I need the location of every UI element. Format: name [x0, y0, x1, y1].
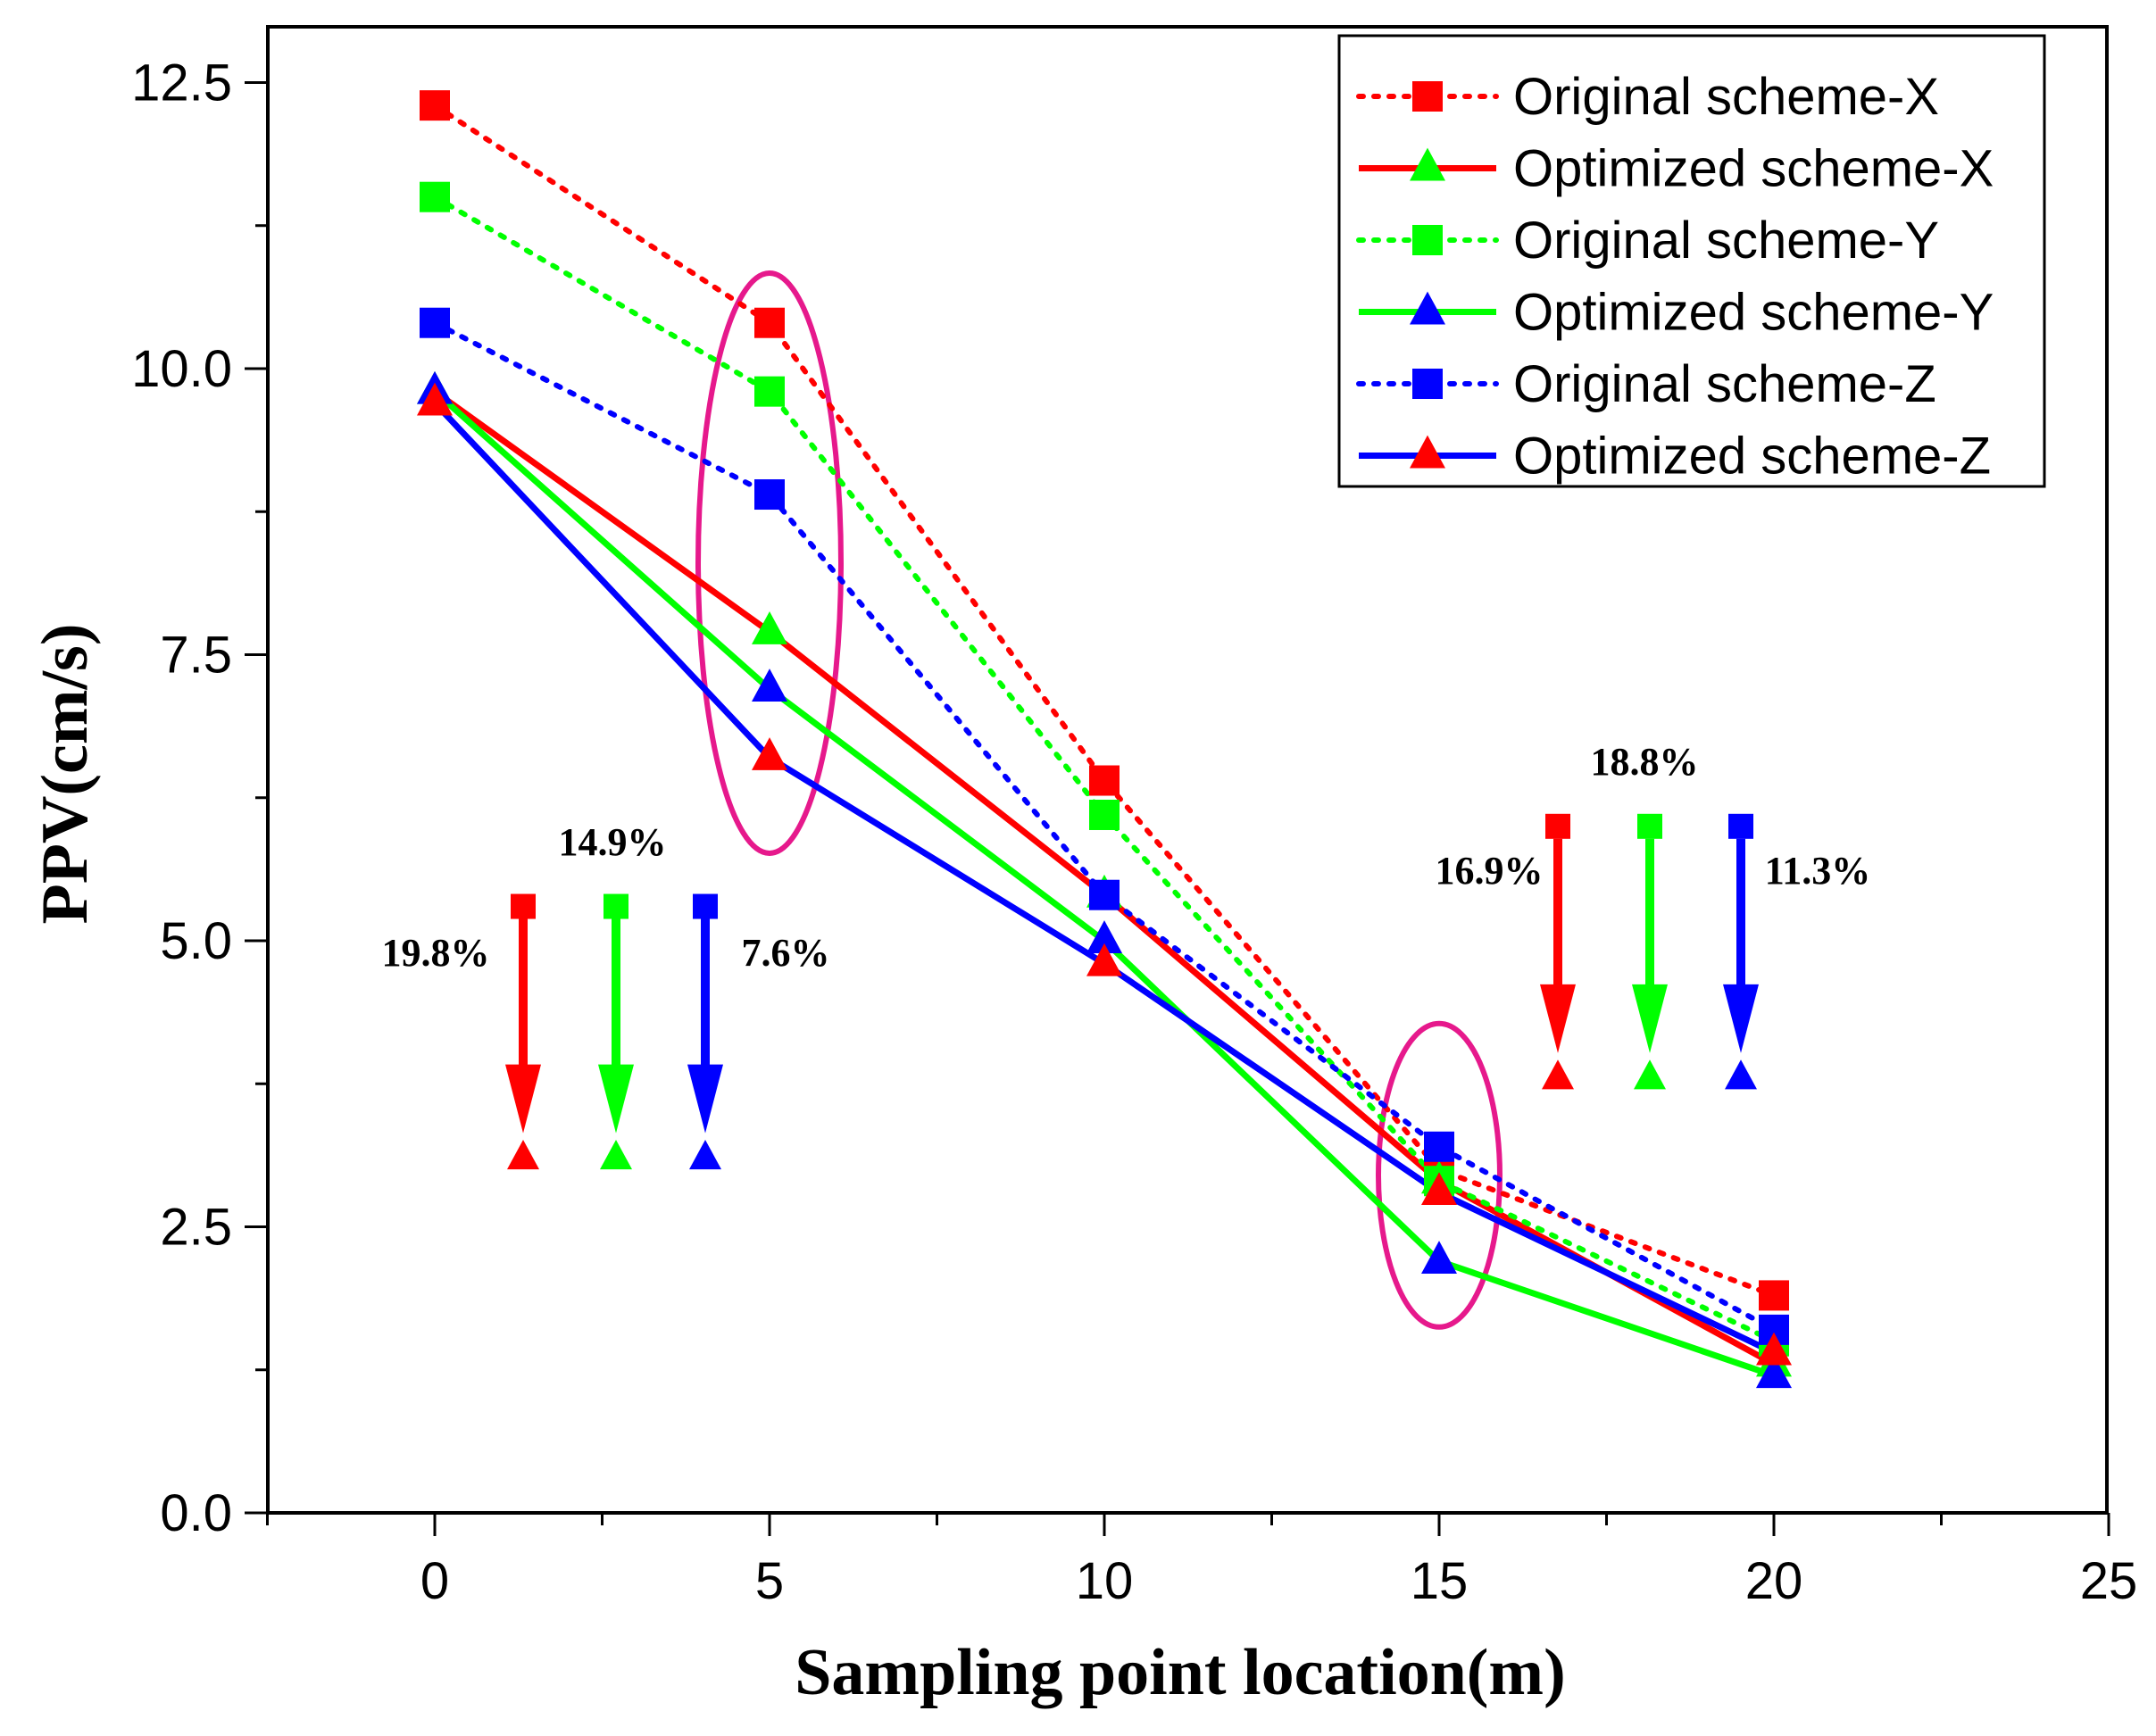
data-point-triangle — [1756, 1355, 1792, 1389]
legend-marker-triangle — [1410, 435, 1445, 469]
data-point-square — [1089, 765, 1120, 796]
series-line — [432, 103, 1777, 1299]
data-point-square — [420, 90, 450, 121]
legend-label: Original scheme-Z — [1513, 355, 1936, 413]
arrow-start-square — [693, 893, 718, 919]
legend-marker-triangle — [1410, 291, 1445, 325]
legend-marker-triangle — [1410, 147, 1445, 181]
data-point-square — [1424, 1131, 1454, 1162]
data-point-triangle — [752, 669, 787, 702]
reduction-label: 11.3% — [1765, 849, 1871, 893]
reduction-label: 18.8% — [1591, 740, 1699, 784]
arrow-start-square — [1545, 813, 1570, 839]
data-point-triangle — [1086, 920, 1122, 953]
data-point-square — [1089, 879, 1120, 910]
legend-label: Optimized scheme-X — [1513, 140, 1994, 198]
arrow-start-square — [1637, 813, 1662, 839]
legend-label: Optimized scheme-Y — [1513, 284, 1994, 342]
data-point-triangle — [1421, 1172, 1457, 1206]
legend: Original scheme-X Optimized scheme-X Origi… — [1337, 34, 2046, 488]
data-point-square — [1089, 799, 1120, 830]
highlight-ellipses — [695, 270, 1503, 1330]
arrow-start-square — [511, 893, 536, 919]
legend-marker-square — [1412, 369, 1443, 399]
x-tick-label: 15 — [1411, 1552, 1469, 1610]
data-point-square — [754, 376, 785, 407]
reduction-label: 19.8% — [382, 931, 490, 975]
arrow-head — [1723, 984, 1759, 1053]
reduction-label: 7.6% — [742, 931, 830, 975]
data-point-triangle — [752, 737, 787, 770]
arrow-head — [1540, 984, 1576, 1053]
arrow-start-square — [1728, 813, 1753, 839]
series-markers — [417, 90, 1792, 1389]
data-point-square — [420, 307, 450, 338]
plot-frame — [266, 25, 2109, 1515]
legend-label: Original scheme-Y — [1513, 212, 1939, 270]
arrow-head — [1632, 984, 1668, 1053]
y-tick-label: 12.5 — [131, 54, 232, 112]
reduction-label: 16.9% — [1436, 849, 1544, 893]
arrow-end-triangle — [1634, 1059, 1666, 1090]
arrow-end-triangle — [507, 1140, 539, 1170]
arrow-head — [598, 1064, 634, 1134]
highlight-ellipse — [695, 270, 844, 856]
reduction-annotations: 19.8% 14.9% 7.6% 16.9% 18.8% 11.3% — [382, 740, 1871, 1170]
arrow-end-triangle — [1542, 1059, 1574, 1090]
x-tick-label: 0 — [420, 1552, 449, 1610]
data-point-triangle — [1421, 1241, 1457, 1274]
highlight-ellipse — [1376, 1020, 1503, 1330]
y-axis: 0.0 2.5 5.0 7.5 10.0 12.5 — [131, 54, 268, 1542]
legend-marker-square — [1412, 225, 1443, 255]
x-tick-label: 25 — [2080, 1552, 2138, 1610]
data-point-square — [754, 479, 785, 511]
data-point-triangle — [1756, 1332, 1792, 1366]
data-point-square — [754, 307, 785, 338]
legend-marker-square — [1412, 81, 1443, 112]
data-point-triangle — [1086, 943, 1122, 976]
data-point-triangle — [417, 382, 453, 416]
plot-area — [266, 25, 2109, 1515]
data-point-square — [1759, 1280, 1789, 1311]
arrow-head — [505, 1064, 541, 1134]
y-tick-label: 7.5 — [160, 627, 232, 685]
y-tick-label: 2.5 — [160, 1199, 232, 1257]
arrow-head — [687, 1064, 723, 1134]
data-point-square — [420, 181, 450, 212]
data-point-triangle — [752, 611, 787, 644]
x-axis-label: Sampling point location(m) — [795, 1636, 1565, 1709]
arrow-end-triangle — [1725, 1059, 1757, 1090]
arrow-start-square — [604, 893, 628, 919]
x-axis: 0 5 10 15 20 25 — [266, 1513, 2138, 1610]
reduction-label: 14.9% — [559, 820, 667, 864]
y-axis-label: PPV(cm/s) — [29, 624, 102, 925]
y-tick-label: 10.0 — [131, 340, 232, 398]
arrow-end-triangle — [600, 1140, 632, 1170]
legend-label: Original scheme-X — [1513, 68, 1939, 126]
legend-box — [1337, 34, 2046, 488]
x-tick-label: 10 — [1076, 1552, 1134, 1610]
y-tick-label: 5.0 — [160, 912, 232, 970]
x-tick-label: 20 — [1745, 1552, 1803, 1610]
legend-label: Optimized scheme-Z — [1513, 428, 1991, 486]
y-tick-label: 0.0 — [160, 1484, 232, 1542]
arrow-end-triangle — [689, 1140, 721, 1170]
x-tick-label: 5 — [755, 1552, 784, 1610]
